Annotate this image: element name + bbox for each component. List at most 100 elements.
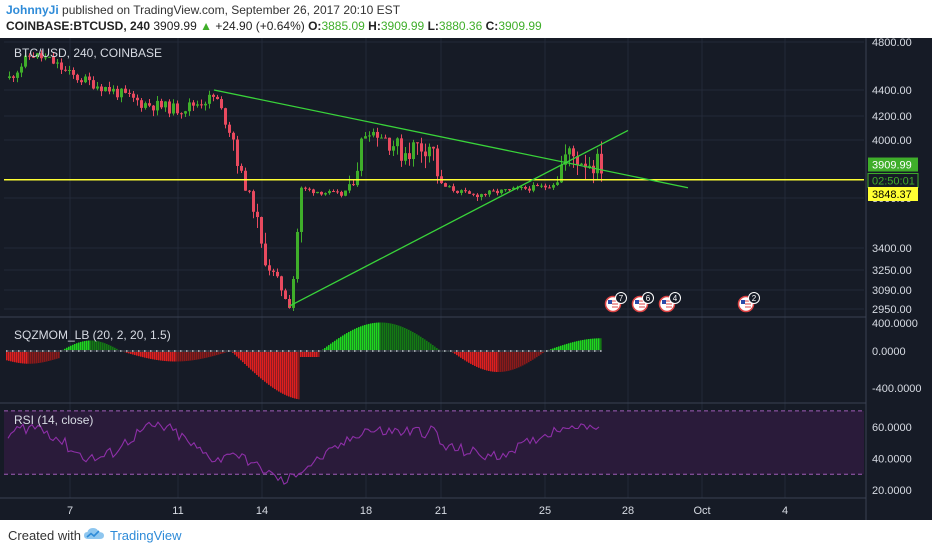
candle-body <box>124 88 127 93</box>
candle-body <box>212 94 215 97</box>
squeeze-bar <box>252 351 254 372</box>
squeeze-dot <box>386 350 388 352</box>
squeeze-bar <box>340 336 342 351</box>
candle-body <box>432 146 435 149</box>
squeeze-dot <box>222 350 224 352</box>
squeeze-dot <box>206 350 208 352</box>
squeeze-bar <box>586 339 588 351</box>
squeeze-dot <box>590 350 592 352</box>
squeeze-dot <box>540 350 542 352</box>
squeeze-dot <box>402 350 404 352</box>
squeeze-bar <box>372 323 374 351</box>
squeeze-bar <box>256 351 258 375</box>
squeeze-bar <box>250 351 252 370</box>
squeeze-bar <box>106 343 108 351</box>
squeeze-dot <box>334 350 336 352</box>
squeeze-dot <box>114 350 116 352</box>
squeeze-bar <box>10 351 12 362</box>
candle-body <box>408 153 411 160</box>
ohlc-line: COINBASE:BTCUSD, 240 3909.99 ▲ +24.90 (+… <box>6 19 542 33</box>
squeeze-dot <box>46 350 48 352</box>
squeeze-dot <box>506 350 508 352</box>
high-value: 3909.99 <box>380 19 425 33</box>
candle-body <box>380 137 383 139</box>
squeeze-bar <box>6 351 8 361</box>
squeeze-bar <box>460 351 462 358</box>
squeeze-dot <box>48 350 50 352</box>
squeeze-dot <box>244 350 246 352</box>
squeeze-dot <box>468 350 470 352</box>
tradingview-link[interactable]: TradingView <box>110 528 182 543</box>
squeeze-bar <box>208 351 210 358</box>
squeeze-bar <box>488 351 490 371</box>
squeeze-bar <box>456 351 458 356</box>
author-link[interactable]: JohnnyJi <box>6 3 59 17</box>
squeeze-dot <box>522 350 524 352</box>
candle-body <box>24 55 27 67</box>
squeeze-dot <box>24 350 26 352</box>
squeeze-dot <box>388 350 390 352</box>
squeeze-bar <box>400 326 402 351</box>
squeeze-dot <box>594 350 596 352</box>
squeeze-bar <box>278 351 280 392</box>
squeeze-dot <box>264 350 266 352</box>
squeeze-dot <box>526 350 528 352</box>
squeeze-bar <box>50 351 52 361</box>
squeeze-dot <box>494 350 496 352</box>
squeeze-bar <box>8 351 10 361</box>
candle-body <box>388 137 391 151</box>
squeeze-bar <box>464 351 466 361</box>
candle-body <box>236 139 239 166</box>
squeeze-dot <box>426 350 428 352</box>
squeeze-dot <box>374 350 376 352</box>
rsi-tick: 60.0000 <box>872 422 912 434</box>
squeeze-dot <box>458 350 460 352</box>
candle-body <box>592 165 595 174</box>
squeeze-bar <box>540 351 542 355</box>
squeeze-dot <box>16 350 18 352</box>
candle-body <box>140 100 143 108</box>
squeeze-bar <box>336 339 338 351</box>
candle-body <box>272 270 275 272</box>
squeeze-dot <box>302 350 304 352</box>
squeeze-dot <box>492 350 494 352</box>
squeeze-dot <box>566 350 568 352</box>
squeeze-dot <box>256 350 258 352</box>
squeeze-dot <box>304 350 306 352</box>
squeeze-dot <box>516 350 518 352</box>
squeeze-dot <box>416 350 418 352</box>
squeeze-dot <box>102 350 104 352</box>
rsi-background <box>4 410 864 475</box>
squeeze-dot <box>588 350 590 352</box>
candle-body <box>44 57 47 59</box>
squeeze-bar <box>404 327 406 351</box>
candle-body <box>160 100 163 108</box>
candle-body <box>128 92 131 94</box>
squeeze-dot <box>354 350 356 352</box>
rsi-tick: 40.0000 <box>872 453 912 465</box>
published-text: published on TradingView.com, September … <box>58 3 401 17</box>
candle-body <box>360 138 363 171</box>
squeeze-bar <box>110 345 112 351</box>
candle-body <box>544 185 547 188</box>
squeeze-bar <box>202 351 204 359</box>
squeeze-bar <box>358 327 360 351</box>
squeeze-dot <box>410 350 412 352</box>
squeeze-bar <box>496 351 498 372</box>
candle-body <box>548 187 551 189</box>
squeeze-dot <box>268 350 270 352</box>
event-count: 7 <box>619 294 624 303</box>
candle-body <box>320 191 323 195</box>
squeeze-bar <box>178 351 180 362</box>
squeeze-bar <box>240 351 242 361</box>
squeeze-dot <box>62 350 64 352</box>
squeeze-dot <box>598 350 600 352</box>
squeeze-bar <box>90 340 92 351</box>
squeeze-dot <box>298 350 300 352</box>
candle-body <box>384 137 387 139</box>
squeeze-dot <box>408 350 410 352</box>
trendline-lower <box>288 129 629 307</box>
squeeze-bar <box>290 351 292 398</box>
squeeze-dot <box>476 350 478 352</box>
